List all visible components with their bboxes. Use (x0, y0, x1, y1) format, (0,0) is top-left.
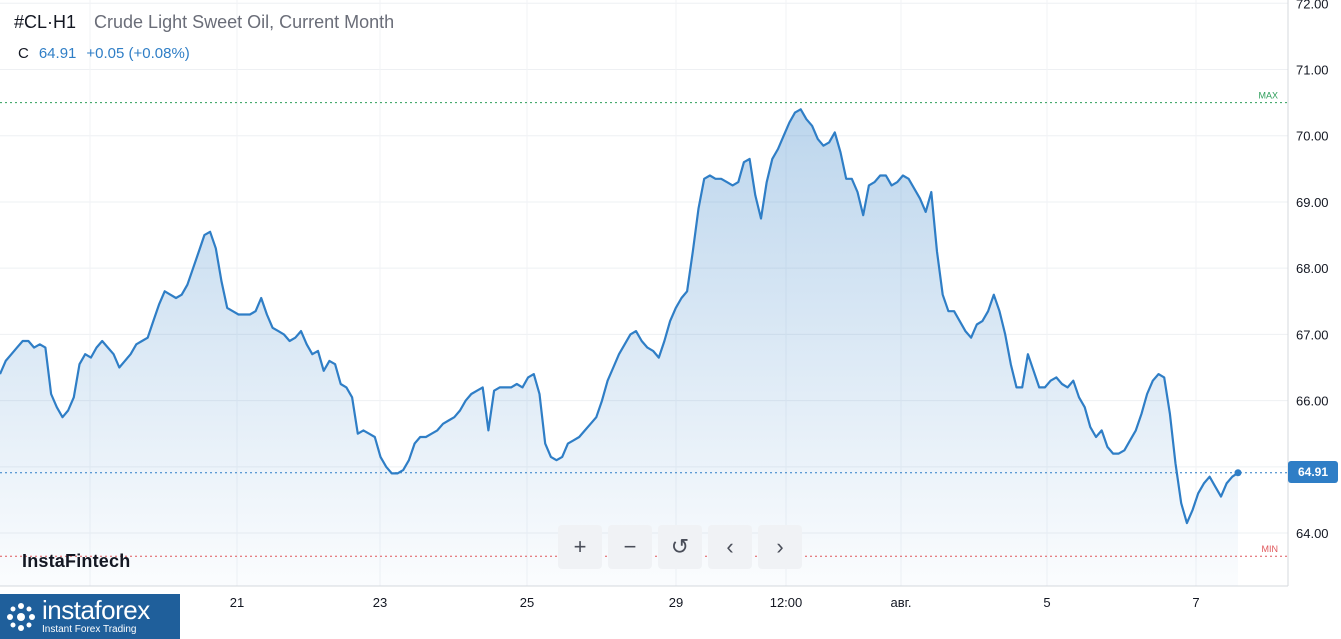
scroll-back-button[interactable]: ‹ (708, 525, 752, 569)
close-value: 64.91 (38, 45, 77, 62)
close-key: C (18, 45, 29, 62)
chart-header: #CL·H1 Crude Light Sweet Oil, Current Mo… (14, 12, 394, 62)
y-tick-label: 67.00 (1296, 327, 1329, 342)
y-tick-label: 64.00 (1296, 526, 1329, 541)
logo-mark-icon (6, 602, 36, 632)
y-tick-label: 68.00 (1296, 261, 1329, 276)
x-tick-label: 5 (1043, 595, 1050, 610)
x-tick-label: авг. (891, 595, 912, 610)
x-tick-label: 12:00 (770, 595, 803, 610)
x-tick-label: 25 (520, 595, 534, 610)
price-line (0, 108, 1239, 525)
x-tick-label: 23 (373, 595, 387, 610)
logo-name: instaforex (42, 595, 150, 625)
x-tick-label: 21 (230, 595, 244, 610)
y-tick-label: 69.00 (1296, 195, 1329, 210)
min-label: MIN (1262, 544, 1279, 554)
instaforex-logo[interactable]: instaforex Instant Forex Trading (0, 594, 180, 639)
last-price-dot (1234, 469, 1242, 477)
scroll-forward-button[interactable]: › (758, 525, 802, 569)
x-tick-label: 29 (669, 595, 683, 610)
max-label: MAX (1258, 91, 1278, 101)
y-tick-label: 66.00 (1296, 394, 1329, 409)
last-price-tag: 64.91 (1288, 461, 1338, 483)
y-tick-label: 72.00 (1296, 0, 1329, 11)
x-tick-label: 7 (1192, 595, 1199, 610)
symbol-name[interactable]: #CL·H1 (14, 12, 77, 32)
price-area (0, 109, 1238, 587)
zoom-out-button[interactable]: − (608, 525, 652, 569)
brand-watermark: InstaFintech (22, 551, 131, 571)
logo-tagline: Instant Forex Trading (42, 624, 137, 635)
zoom-in-button[interactable]: + (558, 525, 602, 569)
y-tick-label: 71.00 (1296, 63, 1329, 78)
symbol-description: Crude Light Sweet Oil, Current Month (94, 12, 395, 32)
chart-toolbar: + − ↺ ‹ › (558, 525, 802, 569)
ohlc-row: C 64.91 +0.05 (+0.08%) (18, 45, 394, 62)
price-change: +0.05 (+0.08%) (86, 45, 190, 62)
y-axis-labels: 64.0065.0066.0067.0068.0069.0070.0071.00… (1296, 0, 1329, 541)
reset-button[interactable]: ↺ (658, 525, 702, 569)
y-tick-label: 70.00 (1296, 129, 1329, 144)
